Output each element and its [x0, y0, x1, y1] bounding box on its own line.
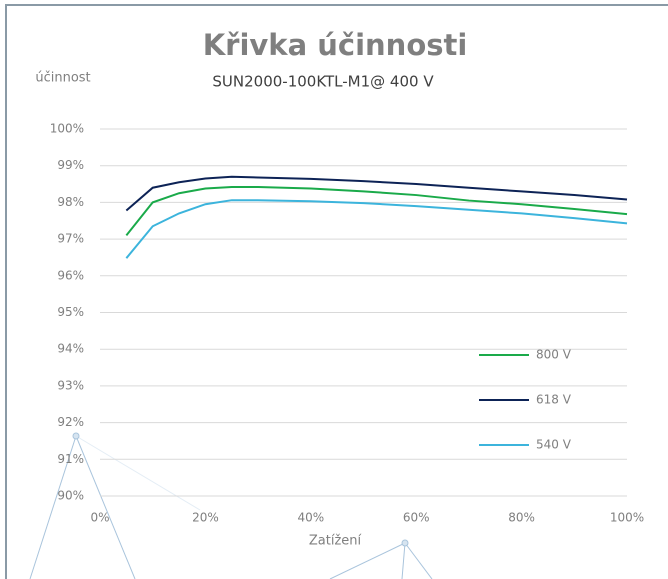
y-tick-label: 100%	[50, 122, 84, 136]
y-tick-label: 98%	[57, 195, 84, 209]
x-tick-label: 20%	[192, 511, 219, 525]
y-axis-label: účinnost	[35, 71, 90, 86]
legend-label: 800 V	[536, 348, 572, 362]
decor-lines	[29, 432, 433, 579]
legend-label: 618 V	[536, 393, 572, 407]
legend-label: 540 V	[536, 438, 572, 452]
x-tick-label: 40%	[297, 511, 324, 525]
y-tick-label: 99%	[57, 158, 84, 172]
y-tick-label: 97%	[57, 232, 84, 246]
x-axis-label: Zatížení	[309, 534, 362, 549]
series-line	[125, 199, 628, 259]
series-line	[125, 175, 628, 212]
y-tick-label: 93%	[57, 378, 84, 392]
y-tick-label: 94%	[57, 342, 84, 356]
chart-subtitle: SUN2000-100KTL-M1@ 400 V	[212, 73, 434, 91]
x-tick-label: 80%	[508, 511, 535, 525]
chart-title: Křivka účinnosti	[203, 28, 468, 62]
x-tick-label: 100%	[610, 511, 644, 525]
x-tick-label: 0%	[90, 511, 109, 525]
frame	[5, 4, 668, 579]
series-line	[125, 185, 628, 237]
x-tick-label: 60%	[403, 511, 430, 525]
y-tick-label: 92%	[57, 415, 84, 429]
y-tick-label: 96%	[57, 268, 84, 282]
y-tick-label: 91%	[57, 452, 84, 466]
y-tick-label: 90%	[57, 489, 84, 503]
y-tick-label: 95%	[57, 305, 84, 319]
